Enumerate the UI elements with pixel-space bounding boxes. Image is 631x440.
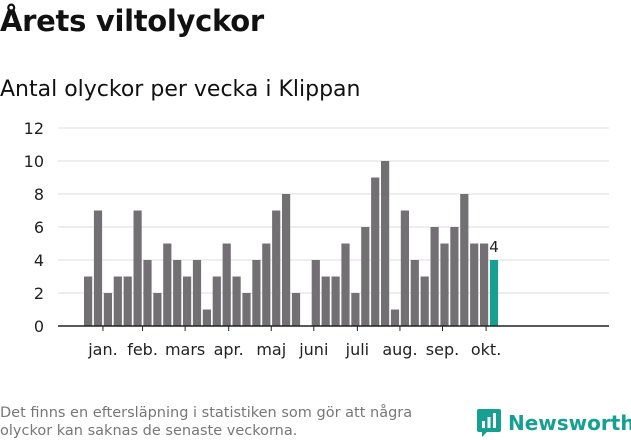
y-tick-label-10: 10 [24, 152, 44, 171]
bar-week-19 [262, 243, 271, 326]
footnote: Det finns en eftersläpning i statistiken… [0, 405, 413, 439]
newsworthy-logo-icon [477, 409, 501, 437]
y-tick-label-6: 6 [34, 218, 44, 237]
bar-week-16 [232, 276, 241, 326]
x-tick-label-2: mars [165, 340, 205, 359]
bar-week-31 [381, 161, 390, 326]
bar-week-30 [371, 177, 380, 326]
bar-week-29 [361, 227, 370, 326]
x-tick-label-5: juni [298, 340, 328, 359]
bar-week-8 [153, 293, 162, 326]
bar-week-3 [103, 293, 112, 326]
bar-week-6 [133, 210, 142, 326]
bar-latest-week [489, 260, 499, 326]
bars [84, 161, 499, 326]
bar-week-1 [84, 276, 93, 326]
bar-week-11 [183, 276, 192, 326]
bar-week-2 [93, 210, 103, 326]
bar-week-10 [173, 260, 182, 326]
bar-week-17 [242, 293, 251, 326]
x-tick-label-8: sep. [426, 340, 459, 359]
y-tick-label-2: 2 [34, 284, 44, 303]
chart-title: Årets viltolyckor [0, 4, 264, 38]
bar-week-4 [113, 276, 122, 326]
x-tick-label-3: apr. [214, 340, 244, 359]
bar-chart: 0 2 4 6 8 10 12 jan. feb. mars apr. maj juni juli aug… [24, 119, 609, 359]
y-tick-label-0: 0 [34, 317, 44, 336]
x-tick-label-9: okt. [471, 340, 501, 359]
y-tick-label-4: 4 [34, 251, 44, 270]
bar-week-20 [272, 210, 281, 326]
bar-week-33 [400, 210, 409, 326]
x-tick-labels: jan. feb. mars apr. maj juni juli aug. sep. okt. [87, 340, 501, 359]
bar-week-39 [460, 194, 469, 326]
bar-week-27 [341, 243, 350, 326]
bar-week-5 [123, 276, 132, 326]
brand-logo: Newsworthy [476, 407, 631, 439]
x-tick-label-7: aug. [382, 340, 417, 359]
bar-week-26 [331, 276, 340, 326]
brand-name: Newsworthy [508, 411, 631, 435]
bar-week-12 [192, 260, 202, 326]
bar-week-34 [410, 260, 419, 326]
bar-week-35 [420, 276, 429, 326]
y-tick-label-12: 12 [24, 119, 44, 138]
bar-week-13 [202, 309, 211, 326]
y-tick-labels: 0 2 4 6 8 10 12 [24, 119, 44, 336]
data-label-latest-week: 4 [489, 238, 499, 256]
bar-week-40 [470, 243, 479, 326]
bar-week-22 [291, 293, 301, 326]
bar-week-24 [311, 260, 320, 326]
bar-week-28 [351, 293, 360, 326]
bar-week-15 [222, 243, 231, 326]
x-tick-label-6: juli [345, 340, 369, 359]
chart-subtitle: Antal olyckor per vecka i Klippan [0, 77, 361, 102]
y-tick-label-8: 8 [34, 185, 44, 204]
bar-week-32 [390, 309, 400, 326]
bar-week-14 [212, 276, 221, 326]
x-tick-label-4: maj [256, 340, 286, 359]
x-tick-label-1: feb. [127, 340, 158, 359]
x-axis [58, 325, 609, 331]
bar-week-9 [163, 243, 172, 326]
bar-week-38 [450, 227, 459, 326]
data-labels: 4 [489, 238, 499, 256]
bar-week-41 [480, 243, 489, 326]
bar-week-7 [143, 260, 152, 326]
bar-week-25 [321, 276, 330, 326]
x-tick-label-0: jan. [87, 340, 117, 359]
bar-week-18 [252, 260, 261, 326]
bar-week-37 [440, 243, 449, 326]
bar-week-21 [282, 194, 291, 326]
bar-week-36 [430, 227, 439, 326]
